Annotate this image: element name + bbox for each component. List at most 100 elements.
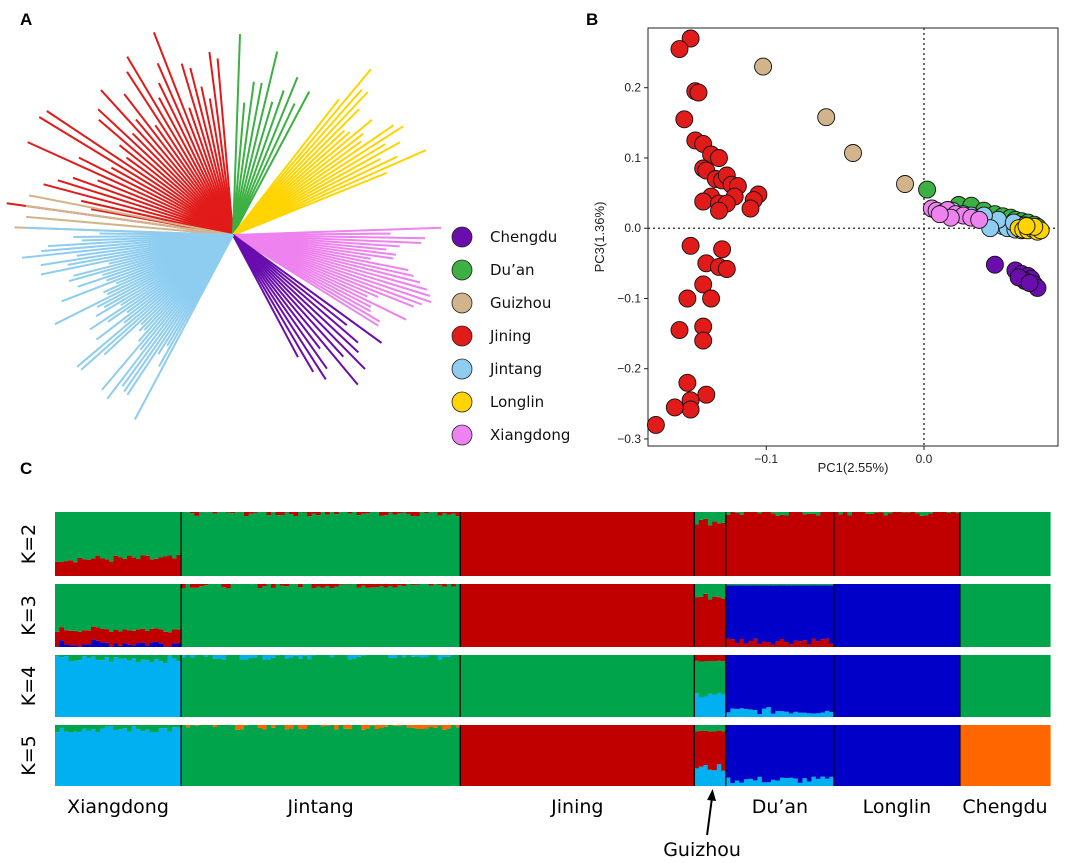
admixture-bar-k4 xyxy=(343,655,349,717)
admixture-bar-k3 xyxy=(824,638,830,647)
admixture-bar-k3 xyxy=(523,584,529,647)
admixture-bar-k2 xyxy=(694,524,700,576)
admixture-bar-k4 xyxy=(410,655,416,657)
admixture-bar-k5 xyxy=(671,725,677,786)
admixture-bar-k3 xyxy=(667,584,673,647)
admixture-bar-k4 xyxy=(568,655,574,717)
admixture-bar-k2 xyxy=(451,512,457,514)
admixture-bar-k5 xyxy=(563,725,569,786)
legend-swatch xyxy=(451,226,473,248)
admixture-population-label: Jintang xyxy=(287,796,354,818)
admixture-bar-k3 xyxy=(973,584,979,647)
admixture-bar-k4 xyxy=(847,655,853,717)
admixture-bar-k5 xyxy=(365,725,371,729)
admixture-bar-k5 xyxy=(869,725,876,786)
admixture-bar-k3 xyxy=(748,641,754,647)
admixture-bar-k4 xyxy=(248,655,254,658)
admixture-bar-k2 xyxy=(433,512,439,576)
admixture-bar-k3 xyxy=(379,584,385,586)
admixture-bar-k4 xyxy=(293,655,299,656)
admixture-bar-k5 xyxy=(815,725,821,779)
pca-point-jining xyxy=(670,40,689,59)
admixture-bar-k2 xyxy=(739,512,745,515)
admixture-bar-k4 xyxy=(640,655,646,717)
admixture-bar-k5 xyxy=(266,725,272,786)
admixture-bar-k5 xyxy=(505,725,511,786)
admixture-bar-k5 xyxy=(352,725,358,786)
admixture-bar-k5 xyxy=(977,725,984,786)
admixture-bar-k4 xyxy=(725,712,731,717)
admixture-bar-k4 xyxy=(176,661,182,717)
admixture-bar-k3 xyxy=(140,628,146,643)
admixture-bar-k3 xyxy=(797,585,803,642)
admixture-bar-k3 xyxy=(581,584,587,647)
tree-branch-jining xyxy=(78,156,234,236)
admixture-bar-k4 xyxy=(788,713,794,717)
admixture-bar-k3 xyxy=(131,630,137,646)
admixture-bar-k4 xyxy=(271,655,277,658)
admixture-bar-k4 xyxy=(1018,655,1024,717)
admixture-bar-k3 xyxy=(181,588,187,647)
tree-branch-jining xyxy=(135,118,234,236)
admixture-bar-k3 xyxy=(338,584,344,585)
admixture-bar-k2 xyxy=(919,512,925,516)
admixture-bar-k4 xyxy=(806,655,812,714)
admixture-bar-k2 xyxy=(176,554,182,576)
admixture-bar-k4 xyxy=(716,655,722,661)
admixture-bar-k2 xyxy=(230,512,236,514)
admixture-bar-k3 xyxy=(73,630,79,646)
tree-branch-duan xyxy=(232,51,279,236)
admixture-bar-k5 xyxy=(361,725,367,730)
admixture-bar-k3 xyxy=(788,585,794,645)
admixture-bar-k2 xyxy=(311,513,317,576)
admixture-bar-k4 xyxy=(311,655,317,717)
tree-branch-duan xyxy=(232,91,311,236)
admixture-bar-k4 xyxy=(284,655,290,659)
legend-label: Longlin xyxy=(490,393,544,411)
admixture-bar-k5 xyxy=(739,725,745,783)
admixture-bar-k2 xyxy=(221,512,227,576)
admixture-population-label: Longlin xyxy=(863,796,932,818)
admixture-bar-k4 xyxy=(734,708,740,717)
admixture-bar-k2 xyxy=(599,512,605,576)
admixture-bar-k2 xyxy=(424,512,430,513)
admixture-bar-k5 xyxy=(320,726,326,786)
admixture-bar-k5 xyxy=(163,725,169,729)
admixture-bar-k4 xyxy=(77,655,83,661)
admixture-bar-k5 xyxy=(167,725,173,732)
admixture-bar-k4 xyxy=(541,655,547,717)
admixture-bar-k5 xyxy=(239,725,245,730)
admixture-bar-k2 xyxy=(779,512,785,515)
admixture-bar-k2 xyxy=(347,513,353,576)
admixture-bar-k2 xyxy=(865,513,871,576)
admixture-bar-k3 xyxy=(703,593,709,647)
admixture-bar-k3 xyxy=(176,629,182,644)
admixture-bar-k3 xyxy=(280,585,286,647)
admixture-bar-k2 xyxy=(829,512,835,576)
admixture-bar-k3 xyxy=(896,584,903,647)
admixture-bar-k3 xyxy=(239,584,245,647)
admixture-bar-k5 xyxy=(568,725,574,786)
admixture-bar-k2 xyxy=(914,512,921,514)
admixture-bar-k3 xyxy=(464,584,470,647)
admixture-bar-k2 xyxy=(464,512,470,576)
admixture-bar-k4 xyxy=(239,655,245,660)
admixture-bar-k3 xyxy=(424,584,430,647)
pca-point-jining xyxy=(689,83,708,102)
admixture-bar-k2 xyxy=(397,513,403,576)
tree-branch-chengdu xyxy=(232,234,359,344)
admixture-bar-k5 xyxy=(973,725,979,786)
admixture-bar-k3 xyxy=(802,640,808,647)
guizhou-annotation-label: Guizhou xyxy=(663,839,741,861)
admixture-bar-k2 xyxy=(937,512,943,576)
admixture-bar-k5 xyxy=(1018,725,1024,786)
pca-plot: 0.20.10.0−0.1−0.2−0.3−0.1 0.0 PC1(2.55%) … xyxy=(592,27,1059,475)
guizhou-annotation-arrow xyxy=(706,796,714,836)
admixture-bar-k5 xyxy=(239,729,245,786)
admixture-bar-k4 xyxy=(356,656,362,717)
tree-branch-jining xyxy=(27,141,234,236)
admixture-bar-k3 xyxy=(284,584,290,587)
admixture-bar-k5 xyxy=(676,725,682,786)
admixture-bar-k5 xyxy=(140,725,146,732)
admixture-bar-k2 xyxy=(869,512,876,514)
